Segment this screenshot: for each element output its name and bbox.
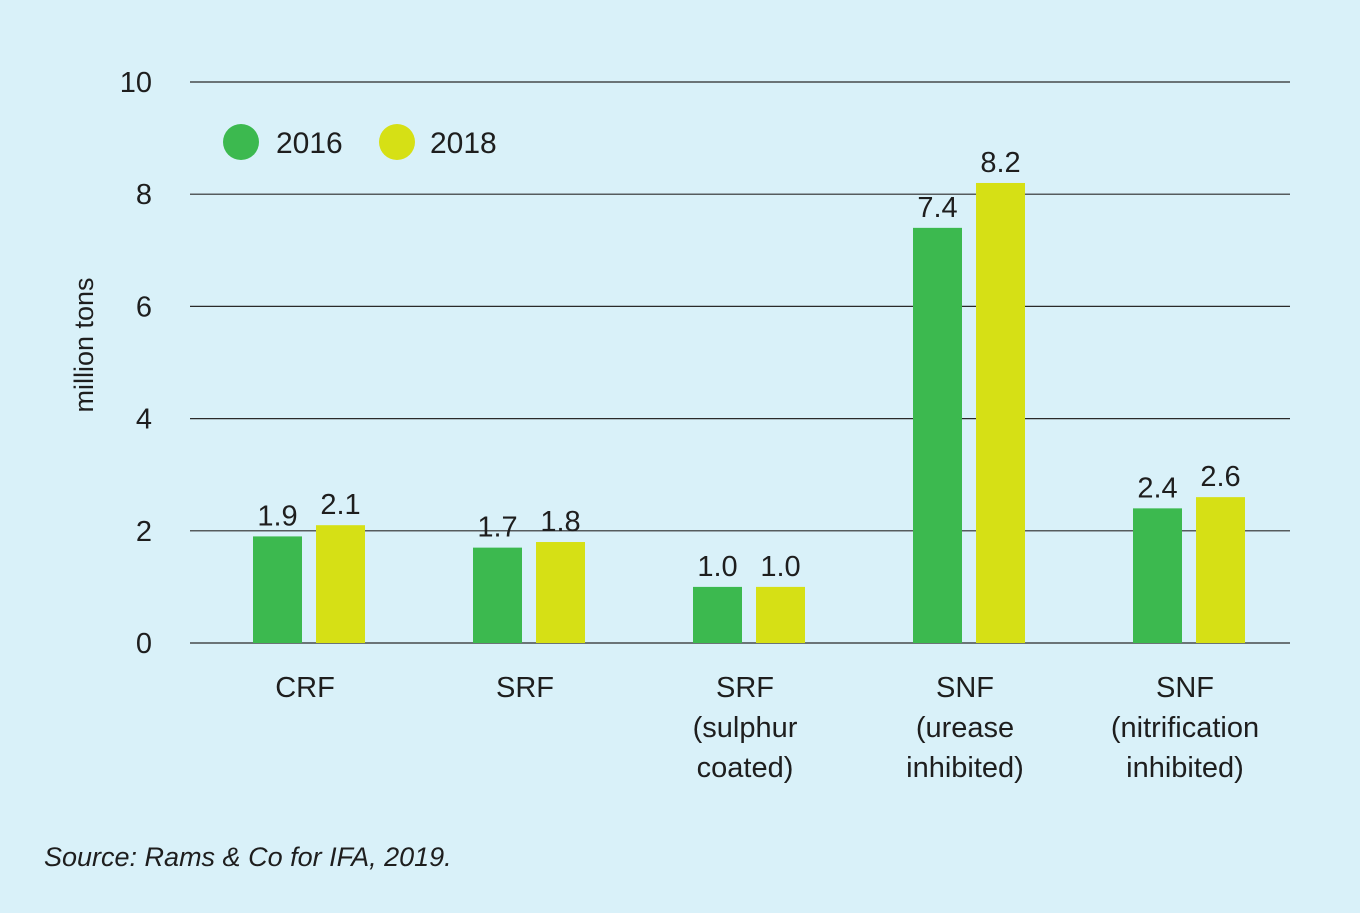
data-label: 2.4 [1137,472,1177,504]
x-tick-label: inhibited) [906,752,1024,784]
data-label: 1.0 [697,551,737,583]
data-label: 2.1 [320,489,360,521]
x-tick-label: (nitrification [1111,712,1259,744]
legend-marker [379,124,415,160]
x-tick-label: (urease [916,712,1014,744]
bars: 1.9 2.1 1.7 1.8 1.0 1.0 7.4 8.2 2.4 2.6 [253,147,1245,644]
bar [756,586,805,643]
bar [253,536,302,643]
bar [1196,497,1245,643]
bar [1133,508,1182,643]
y-tick-label: 4 [136,404,152,436]
source-note: Source: Rams & Co for IFA, 2019. [44,842,452,872]
bar [693,586,742,643]
data-label: 1.8 [540,506,580,538]
data-label: 8.2 [980,147,1020,179]
legend-label: 2016 [276,127,343,160]
x-tick-label: coated) [697,752,794,784]
y-tick-label: 0 [136,628,152,660]
x-tick-label: SRF [716,672,774,704]
x-tick-label: SNF [936,672,994,704]
legend-marker [223,124,259,160]
data-label: 1.7 [477,512,517,544]
y-axis-label: million tons [69,277,99,412]
bar [913,227,962,644]
data-label: 1.0 [760,551,800,583]
x-tick-label: SNF [1156,672,1214,704]
y-tick-label: 10 [120,67,152,99]
legend: 2016 2018 [223,124,497,160]
data-label: 2.6 [1200,461,1240,493]
bar [473,547,522,643]
y-tick-label: 8 [136,179,152,211]
x-tick-label: (sulphur [693,712,798,744]
data-label: 1.9 [257,500,297,532]
y-axis-ticks: 0 2 4 6 8 10 [120,67,152,660]
data-label: 7.4 [917,192,957,224]
y-tick-label: 6 [136,291,152,323]
gridlines [190,81,1290,644]
bar [976,182,1025,644]
bar [316,525,365,643]
y-tick-label: 2 [136,516,152,548]
x-tick-label: inhibited) [1126,752,1244,784]
x-tick-label: SRF [496,672,554,704]
bar [536,542,585,643]
legend-label: 2018 [430,127,497,160]
x-axis-categories: CRF SRF SRF (sulphur coated) SNF (urease inhibi… [275,672,1259,784]
x-tick-label: CRF [275,672,335,704]
